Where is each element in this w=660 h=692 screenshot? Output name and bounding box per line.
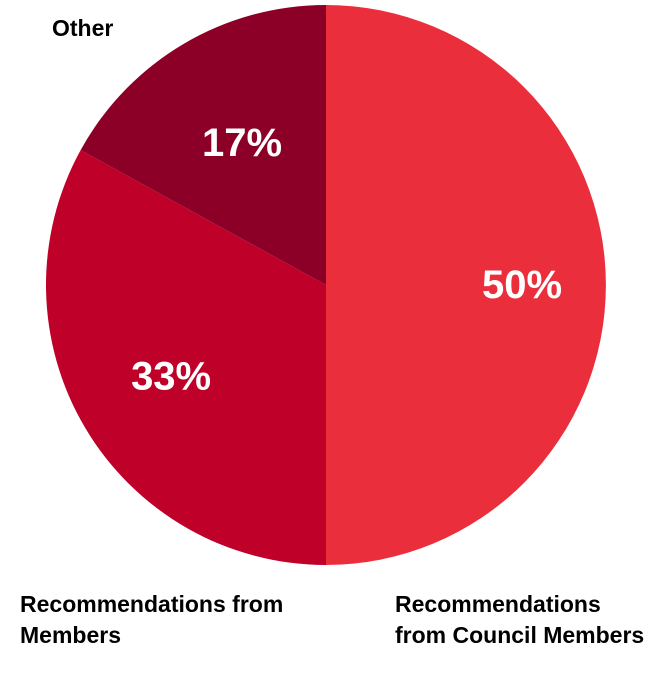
pie-slices <box>45 4 606 566</box>
legend-label-other: Other <box>52 15 114 41</box>
legend-label-council: Recommendations from Council Members <box>395 591 645 648</box>
pie-slice-members <box>45 150 327 566</box>
pie-slice-council-members <box>326 5 606 565</box>
pie-data-labels: 50% 33% 17% <box>131 121 562 399</box>
data-label-other: 17% <box>202 121 282 165</box>
legend-label-members: Recommendations from Members <box>20 591 284 648</box>
pie-slice-other <box>80 4 326 285</box>
data-label-council-members: 50% <box>482 263 562 307</box>
data-label-members: 33% <box>131 355 211 399</box>
